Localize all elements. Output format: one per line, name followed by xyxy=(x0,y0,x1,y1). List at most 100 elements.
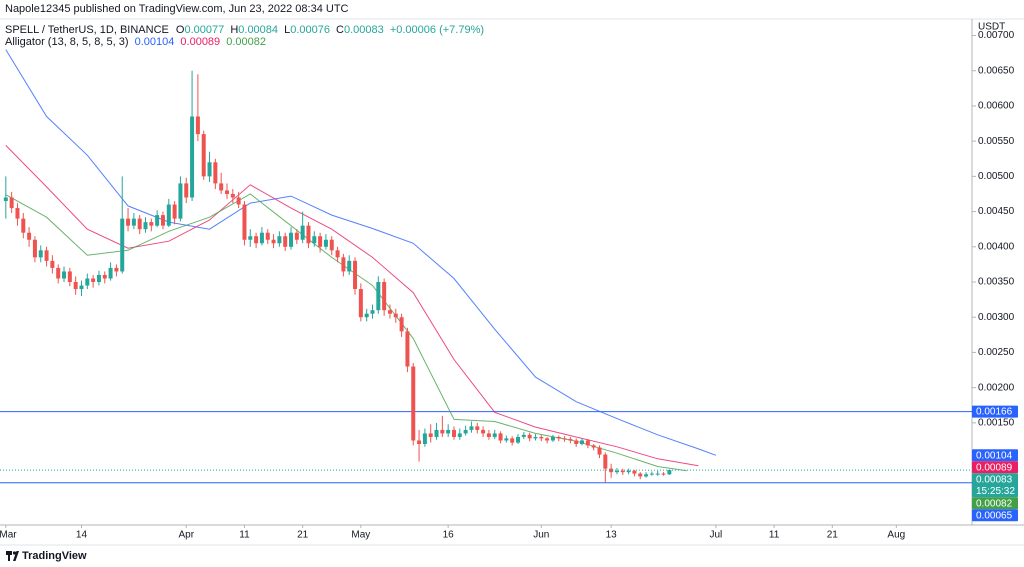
candle-body xyxy=(504,438,509,441)
currency-label: USDT xyxy=(978,22,1005,33)
candle-body xyxy=(143,222,148,230)
candle-body xyxy=(376,282,381,311)
candle-body xyxy=(306,225,311,244)
indicator-line xyxy=(5,49,717,456)
candle-body xyxy=(27,232,32,240)
candle-body xyxy=(21,218,26,233)
x-tick-label: Apr xyxy=(178,530,194,541)
candle-body xyxy=(521,434,526,437)
candle-body xyxy=(9,197,14,209)
price-badge xyxy=(972,473,1018,498)
price-badge-label: 0.00065 xyxy=(976,510,1013,521)
footer-brand: TradingView xyxy=(22,550,87,562)
candle-body xyxy=(574,440,579,445)
lips-value: 0.00082 xyxy=(226,36,266,48)
price-badge-label: 0.00166 xyxy=(976,407,1013,418)
candle-body xyxy=(632,470,637,474)
candle-body xyxy=(137,218,142,230)
y-tick-label: 0.00550 xyxy=(978,136,1015,147)
candle-body xyxy=(201,134,206,177)
candle-body xyxy=(254,236,259,244)
ohlc-value: 0.00084 xyxy=(238,24,278,36)
ohlc-value: 0.00077 xyxy=(184,24,224,36)
x-tick-label: 13 xyxy=(606,530,618,541)
candle-body xyxy=(62,271,67,279)
ohlc-label: H xyxy=(230,24,238,36)
candle-body xyxy=(172,204,177,219)
price-badge-label: 0.00082 xyxy=(976,498,1013,509)
candle-body xyxy=(224,190,229,194)
candle-body xyxy=(213,162,218,184)
candle-body xyxy=(556,436,561,439)
tradingview-logo: TradingView xyxy=(6,550,87,562)
candle-body xyxy=(382,282,387,311)
y-tick-label: 0.00350 xyxy=(978,277,1015,288)
candle-body xyxy=(56,267,61,279)
price-badge xyxy=(972,509,1018,522)
indicator-line: Alligator (13, 8, 5, 8, 5, 3) 0.00104 0.… xyxy=(5,36,266,48)
candle-body xyxy=(265,232,270,240)
y-tick-label: 0.00450 xyxy=(978,206,1015,217)
y-tick-label: 0.00300 xyxy=(978,312,1015,323)
candle-body xyxy=(411,366,416,441)
x-tick-label: 14 xyxy=(76,530,88,541)
candle-body xyxy=(108,267,113,279)
candle-body xyxy=(114,267,119,272)
candle-body xyxy=(626,470,631,473)
candle-body xyxy=(550,436,555,441)
candle-body xyxy=(562,438,567,440)
candle-body xyxy=(289,232,294,247)
candle-body xyxy=(353,260,358,290)
candle-body xyxy=(527,434,532,439)
candle-body xyxy=(457,433,462,437)
candle-body xyxy=(271,239,276,244)
candle-body xyxy=(620,470,625,473)
candle-body xyxy=(405,331,410,367)
candle-body xyxy=(85,278,90,286)
candle-body xyxy=(96,274,101,283)
candle-body xyxy=(230,193,235,198)
candle-body xyxy=(440,429,445,434)
candle-body xyxy=(644,474,649,477)
price-badge-label: 0.00104 xyxy=(976,450,1013,461)
x-tick-label: 21 xyxy=(827,530,839,541)
price-badge-label: 0.00083 xyxy=(976,474,1013,485)
candle-body xyxy=(32,239,37,258)
candle-body xyxy=(422,433,427,445)
y-tick-label: 0.00200 xyxy=(978,382,1015,393)
candle-body xyxy=(492,433,497,437)
candle-body xyxy=(486,433,491,437)
candle-body xyxy=(591,445,596,448)
candle-body xyxy=(446,429,451,434)
candle-body xyxy=(131,218,136,226)
candle-body xyxy=(178,183,183,219)
candle-body xyxy=(539,436,544,439)
candle-body xyxy=(364,313,369,318)
candle-body xyxy=(312,236,317,244)
candle-body xyxy=(259,232,264,244)
x-tick-label: May xyxy=(351,530,370,541)
candle-body xyxy=(195,116,200,135)
price-badge-label: 0.00089 xyxy=(976,462,1013,473)
y-tick-label: 0.00400 xyxy=(978,241,1015,252)
plot-area xyxy=(0,49,972,484)
candle-body xyxy=(242,204,247,240)
candle-body xyxy=(533,436,538,439)
candle-body xyxy=(73,282,78,290)
candle-body xyxy=(667,470,672,475)
teeth-value: 0.00089 xyxy=(180,36,220,48)
candle-body xyxy=(358,289,363,318)
candle-body xyxy=(347,260,352,272)
x-tick-label: Aug xyxy=(887,530,905,541)
change: +0.00006 (+7.79%) xyxy=(390,24,484,36)
y-tick-label: 0.00650 xyxy=(978,65,1015,76)
y-tick-label: 0.00500 xyxy=(978,171,1015,182)
candle-body xyxy=(399,317,404,332)
candle-body xyxy=(585,440,590,446)
candle-body xyxy=(335,250,340,258)
candle-body xyxy=(341,257,346,272)
x-tick-label: Mar xyxy=(0,530,17,541)
candle-body xyxy=(568,439,573,441)
candle-body xyxy=(50,260,55,268)
candle-body xyxy=(609,468,614,473)
